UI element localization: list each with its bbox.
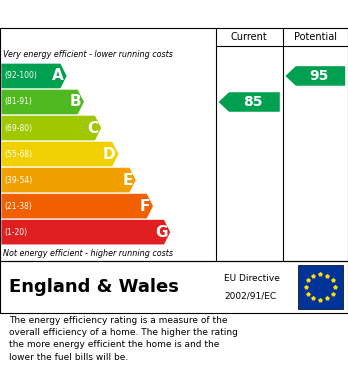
Text: The energy efficiency rating is a measure of the
overall efficiency of a home. T: The energy efficiency rating is a measur… — [9, 316, 238, 362]
Text: (69-80): (69-80) — [5, 124, 33, 133]
Polygon shape — [285, 66, 345, 86]
Text: (55-68): (55-68) — [5, 149, 33, 159]
Text: B: B — [70, 95, 81, 109]
Polygon shape — [1, 116, 101, 140]
Text: A: A — [52, 68, 64, 83]
Text: Very energy efficient - lower running costs: Very energy efficient - lower running co… — [3, 50, 173, 59]
Text: (21-38): (21-38) — [5, 202, 32, 211]
Polygon shape — [1, 168, 136, 192]
Text: (1-20): (1-20) — [5, 228, 27, 237]
Text: Energy Efficiency Rating: Energy Efficiency Rating — [9, 7, 211, 22]
Text: D: D — [103, 147, 116, 161]
Text: Current: Current — [231, 32, 268, 42]
Polygon shape — [1, 220, 170, 244]
Text: 95: 95 — [309, 69, 329, 83]
Text: 85: 85 — [243, 95, 262, 109]
Text: 2002/91/EC: 2002/91/EC — [224, 291, 277, 300]
Text: E: E — [122, 172, 133, 188]
Text: G: G — [155, 225, 167, 240]
Text: EU Directive: EU Directive — [224, 274, 280, 283]
Polygon shape — [1, 90, 84, 114]
Text: (92-100): (92-100) — [5, 72, 37, 81]
Text: C: C — [87, 120, 98, 136]
Text: Potential: Potential — [294, 32, 337, 42]
Polygon shape — [1, 64, 67, 88]
Polygon shape — [1, 142, 118, 166]
Text: Not energy efficient - higher running costs: Not energy efficient - higher running co… — [3, 249, 174, 258]
Text: (39-54): (39-54) — [5, 176, 33, 185]
Polygon shape — [1, 194, 153, 219]
Text: England & Wales: England & Wales — [9, 278, 179, 296]
Polygon shape — [219, 92, 280, 112]
Text: F: F — [140, 199, 150, 213]
Bar — [298, 265, 343, 309]
Text: (81-91): (81-91) — [5, 97, 32, 106]
